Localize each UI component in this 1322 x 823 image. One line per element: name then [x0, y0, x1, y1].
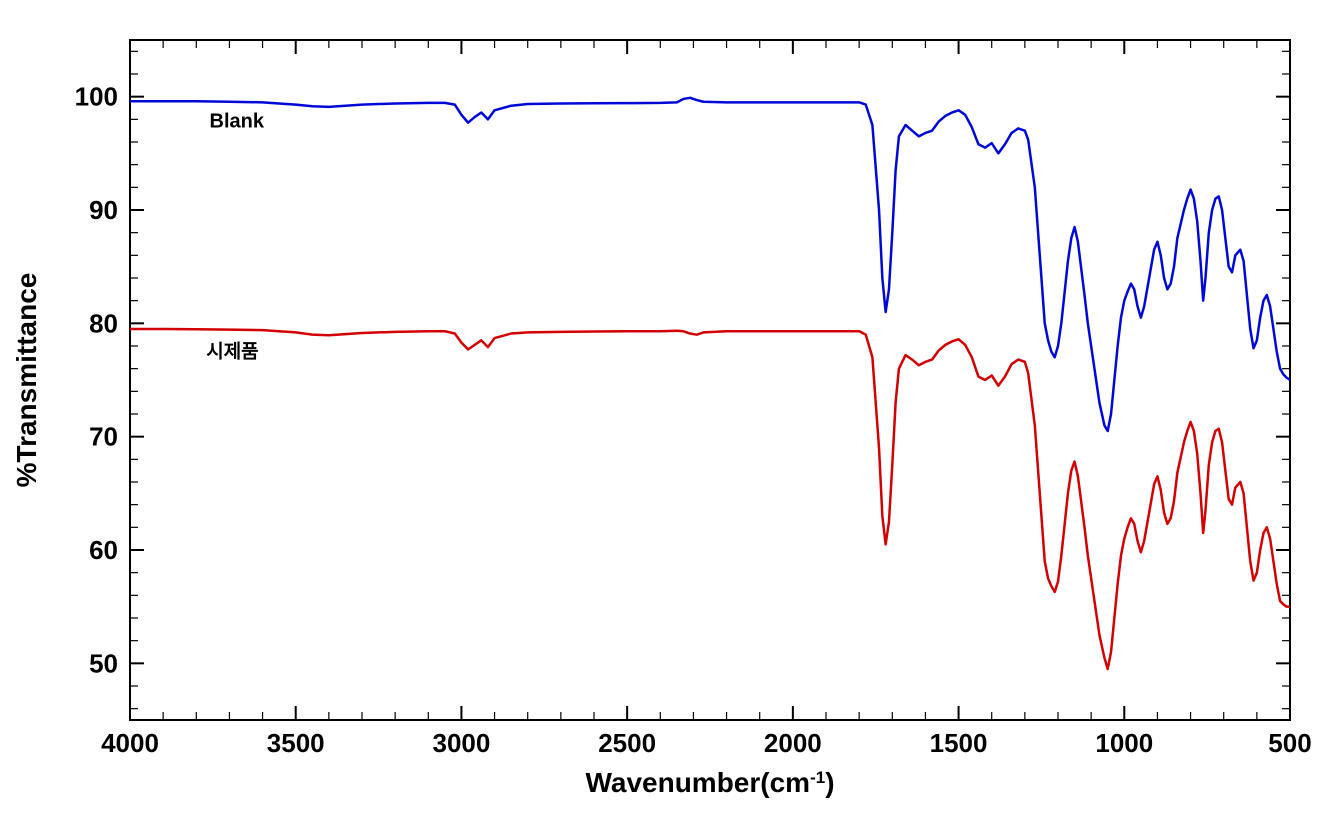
ftir-chart: 4000 3500 3000 2500 2000 1500 1000 500 50 60 70 80 9… [0, 0, 1322, 823]
x-axis-label: Wavenumber(cm-1) [585, 767, 834, 798]
x-tick-label: 3000 [433, 728, 491, 758]
y-axis-label: %Transmittance [11, 273, 42, 488]
x-tick-label: 2000 [764, 728, 822, 758]
x-tick-label: 1500 [930, 728, 988, 758]
y-tick-label: 70 [89, 422, 118, 452]
x-tick-label: 2500 [598, 728, 656, 758]
x-tick-label: 1000 [1095, 728, 1153, 758]
x-tick-label: 500 [1268, 728, 1311, 758]
chart-background [0, 0, 1322, 823]
series-label-시제품: 시제품 [206, 340, 258, 362]
series-label-Blank: Blank [210, 110, 265, 132]
y-tick-label: 100 [75, 82, 118, 112]
x-tick-label: 4000 [101, 728, 159, 758]
y-tick-label: 90 [89, 195, 118, 225]
x-tick-label: 3500 [267, 728, 325, 758]
y-tick-label: 60 [89, 535, 118, 565]
y-tick-label: 50 [89, 648, 118, 678]
y-tick-label: 80 [89, 308, 118, 338]
chart-svg: 4000 3500 3000 2500 2000 1500 1000 500 50 60 70 80 9… [0, 0, 1322, 823]
